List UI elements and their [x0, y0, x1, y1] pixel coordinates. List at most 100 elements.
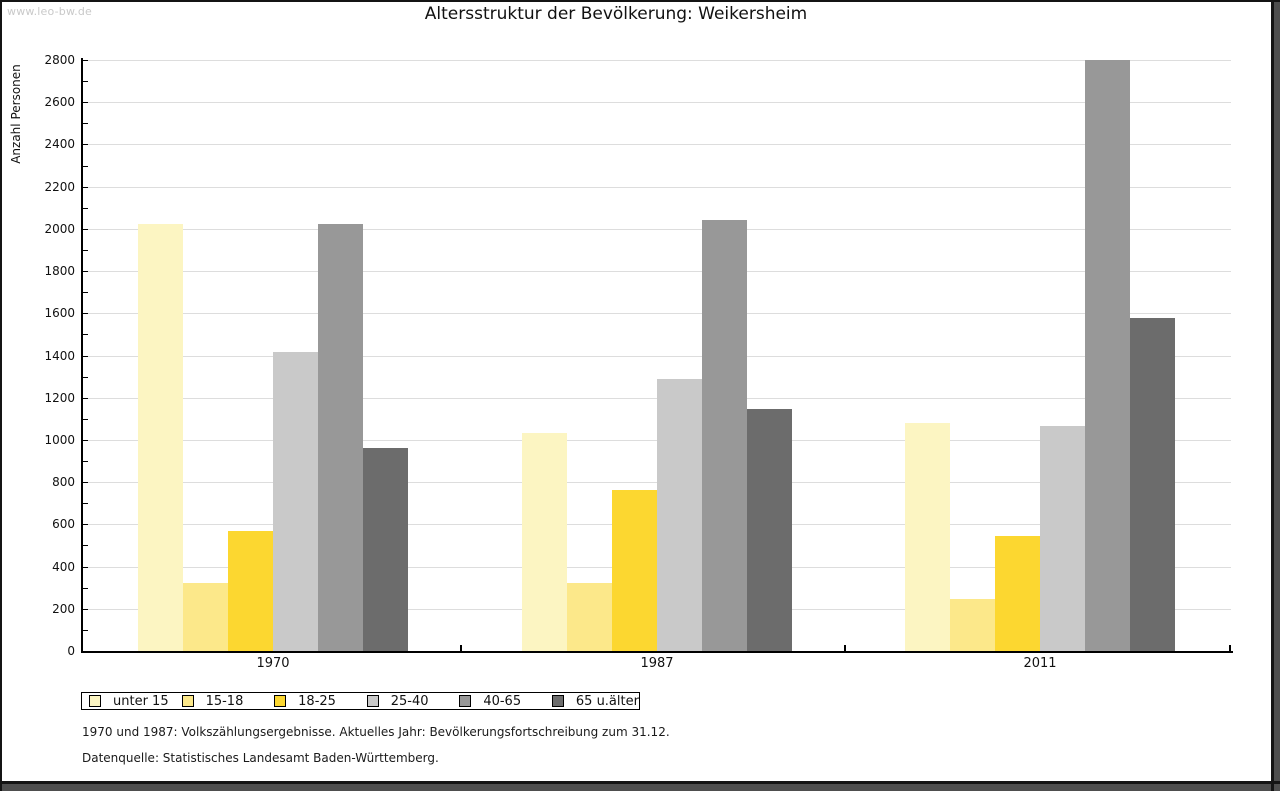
bar-2011-18-25 [995, 536, 1040, 651]
legend-item-18-25: 18-25 [267, 694, 360, 709]
legend-label: 65 u.älter [575, 693, 639, 709]
bar-1970-25-40 [273, 352, 318, 651]
gridline-2000 [81, 229, 1231, 230]
gridline-800 [81, 482, 1231, 483]
x-axis-line [81, 651, 1233, 653]
y-tick-label-2800: 2800 [44, 53, 75, 67]
y-axis-tick-400 [83, 567, 88, 568]
y-tick-label-1800: 1800 [44, 264, 75, 278]
bar-2011-25-40 [1040, 426, 1085, 651]
gridline-1800 [81, 271, 1231, 272]
gridline-1200 [81, 398, 1231, 399]
y-axis-tick-800 [83, 482, 88, 483]
y-tick-label-2200: 2200 [44, 180, 75, 194]
y-axis-tick-1100 [83, 419, 88, 420]
bar-1970-18-25 [228, 531, 273, 651]
y-axis-tick-1500 [83, 334, 88, 335]
gridline-1000 [81, 440, 1231, 441]
y-axis-line [81, 58, 83, 653]
bar-1970-65-u-lter [363, 448, 408, 651]
window-frame-right-shadow [1274, 0, 1280, 791]
y-axis-tick-2100 [83, 208, 88, 209]
group-separator-tick-2 [1229, 645, 1231, 651]
y-axis-tick-1900 [83, 250, 88, 251]
bar-2011-65-u-lter [1130, 318, 1175, 651]
legend-swatch-icon [181, 695, 194, 707]
gridline-1400 [81, 356, 1231, 357]
window-frame-left-border [0, 0, 2, 791]
bar-1987-65-u-lter [747, 409, 792, 651]
legend-label: 40-65 [483, 693, 522, 709]
y-axis-tick-2500 [83, 123, 88, 124]
legend-swatch-icon [89, 695, 101, 707]
y-axis-tick-600 [83, 524, 88, 525]
legend-swatch-icon [366, 695, 379, 707]
bar-1987-25-40 [657, 379, 702, 651]
footnote-line-2: Datenquelle: Statistisches Landesamt Bad… [82, 751, 439, 765]
bar-1987-15-18 [567, 583, 612, 651]
legend-item-25-40: 25-40 [360, 694, 453, 709]
group-separator-tick-0 [460, 645, 462, 651]
y-axis-tick-1600 [83, 313, 88, 314]
legend-swatch-icon [274, 695, 287, 707]
legend-swatch-icon [459, 695, 472, 707]
window-frame-top-border [0, 0, 1280, 2]
bar-1970-15-18 [183, 583, 228, 651]
gridline-2600 [81, 102, 1231, 103]
legend-label: 15-18 [205, 693, 244, 709]
legend-item-40-65: 40-65 [452, 694, 545, 709]
bar-1970-40-65 [318, 224, 363, 651]
y-axis-tick-2700 [83, 81, 88, 82]
y-axis-tick-2200 [83, 187, 88, 188]
legend-swatch-icon [551, 695, 564, 707]
bar-2011-unter-15 [905, 423, 950, 651]
window-frame-bottom-shadow [0, 784, 1280, 791]
y-axis-tick-2000 [83, 229, 88, 230]
y-tick-label-2400: 2400 [44, 137, 75, 151]
x-category-label-2011: 2011 [1023, 656, 1057, 671]
y-tick-label-600: 600 [52, 517, 75, 531]
y-tick-label-800: 800 [52, 475, 75, 489]
bar-2011-40-65 [1085, 60, 1130, 651]
y-tick-label-1000: 1000 [44, 433, 75, 447]
y-axis-tick-1400 [83, 356, 88, 357]
y-tick-label-2600: 2600 [44, 95, 75, 109]
y-axis-tick-200 [83, 609, 88, 610]
group-separator-tick-1 [844, 645, 846, 651]
x-category-label-1970: 1970 [256, 656, 290, 671]
gridline-1600 [81, 313, 1231, 314]
y-tick-label-400: 400 [52, 560, 75, 574]
bar-1987-unter-15 [522, 433, 567, 651]
bar-1987-18-25 [612, 490, 657, 651]
legend-item-65-u-lter: 65 u.älter [545, 694, 639, 709]
y-tick-label-2000: 2000 [44, 222, 75, 236]
legend: unter 15 15-18 18-25 25-40 40-65 65 u.älter [81, 692, 640, 710]
bar-1987-40-65 [702, 220, 747, 651]
legend-label: 25-40 [390, 693, 429, 709]
y-tick-label-1200: 1200 [44, 391, 75, 405]
y-axis-tick-300 [83, 588, 88, 589]
watermark: www.leo-bw.de [7, 5, 93, 18]
legend-item-unter-15: unter 15 [82, 694, 175, 709]
y-axis-tick-900 [83, 461, 88, 462]
gridline-2800 [81, 60, 1231, 61]
y-axis-tick-1800 [83, 271, 88, 272]
y-axis-tick-500 [83, 545, 88, 546]
chart-title: Altersstruktur der Bevölkerung: Weikersh… [424, 4, 808, 24]
legend-label: 18-25 [298, 693, 336, 709]
x-category-label-1987: 1987 [640, 656, 674, 671]
bar-2011-15-18 [950, 599, 995, 651]
y-tick-label-0: 0 [67, 644, 75, 658]
y-axis-tick-2300 [83, 166, 88, 167]
bar-1970-unter-15 [138, 224, 183, 651]
y-tick-label-200: 200 [52, 602, 75, 616]
legend-label: unter 15 [113, 693, 169, 709]
gridline-2200 [81, 187, 1231, 188]
y-axis-tick-1000 [83, 440, 88, 441]
y-tick-label-1600: 1600 [44, 306, 75, 320]
y-axis-tick-100 [83, 630, 88, 631]
y-tick-label-1400: 1400 [44, 349, 75, 363]
y-axis-tick-1300 [83, 377, 88, 378]
